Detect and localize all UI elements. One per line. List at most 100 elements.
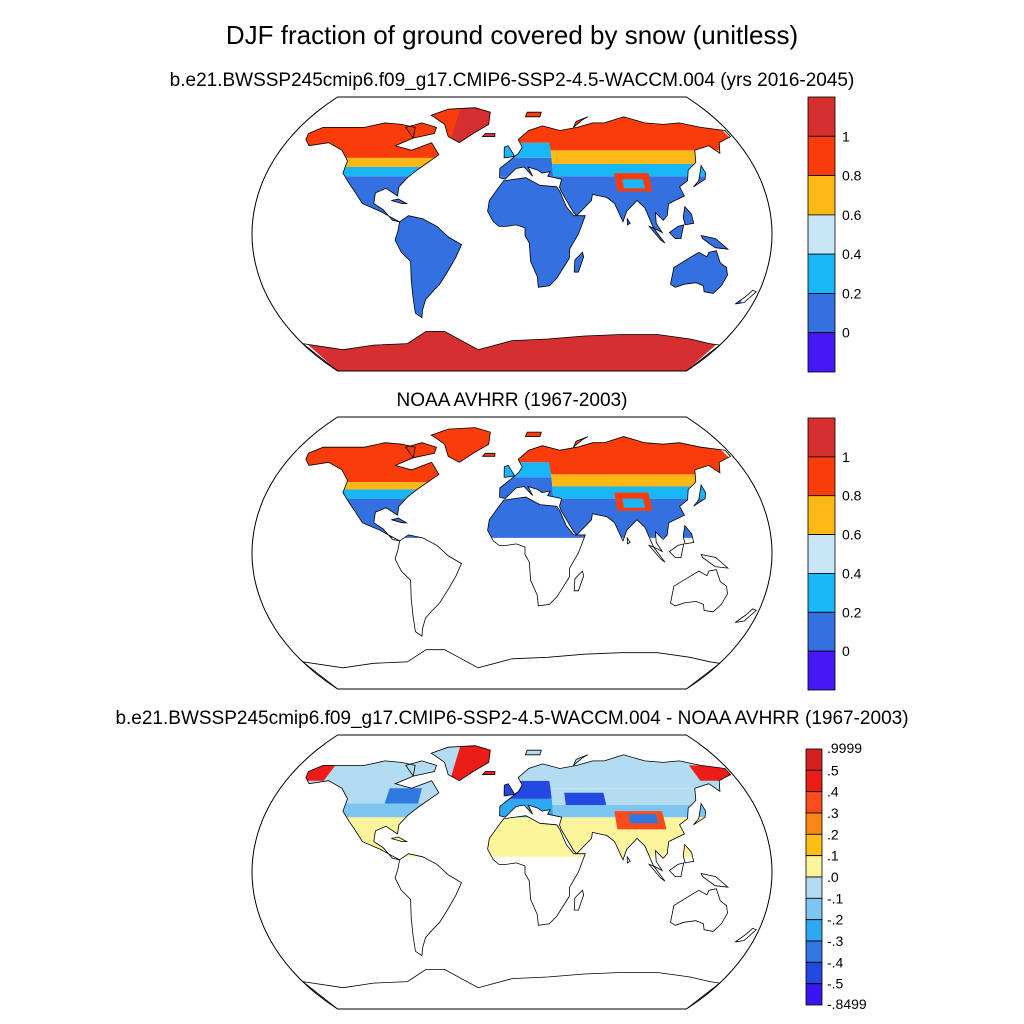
coastline-sumatra [647, 863, 666, 882]
colorbar-label-3-10: -.4 [827, 954, 844, 970]
coastline-greenland [430, 107, 491, 144]
coastline-baffin [405, 442, 438, 459]
coastline-novaya [573, 754, 589, 766]
panel-1-title: b.e21.BWSSP245cmip6.f09_g17.CMIP6-SSP2-4… [169, 70, 855, 91]
coastline-sriLanka [626, 536, 631, 545]
colorbar-label-3-4: .2 [827, 826, 839, 842]
value-band-1-8 [499, 107, 550, 143]
map-panel-3 [251, 734, 773, 1010]
colorbar-label-3-9: -.3 [827, 933, 844, 949]
colorbar-label-3-6: .0 [827, 869, 839, 885]
value-band-2-10 [551, 474, 755, 487]
coastline-newGuinea [700, 553, 730, 569]
map-panel-2 [251, 416, 773, 690]
map-fill-3 [302, 745, 757, 857]
value-band-3-13 [564, 792, 607, 805]
colorbar-box-1-2 [807, 175, 836, 216]
coastline-cuba [391, 517, 409, 524]
value-band-3-8 [498, 780, 552, 799]
colorbar-label-2-4: 0.2 [842, 604, 862, 620]
colorbar-label-2-5: 0 [842, 643, 850, 659]
coastline-sumatra [647, 225, 666, 244]
colorbar-label-3-12: -.8499 [827, 996, 867, 1012]
coastline-africa [487, 177, 586, 288]
coastline-uk [503, 783, 516, 797]
value-band-2-5 [447, 427, 503, 470]
value-band-2-7 [498, 462, 552, 478]
colorbar-box-3-10 [805, 961, 823, 984]
colorbar-label-1-1: 0.8 [842, 168, 862, 184]
colorbar-box-1-3 [807, 214, 836, 255]
coastline-novaya [573, 436, 589, 448]
value-band-2-1 [302, 498, 757, 538]
colorbar-box-2-4 [807, 573, 836, 613]
colorbar-box-3-4 [805, 833, 823, 856]
coastline-madagascar [573, 570, 585, 592]
colorbar-3: .9999 .5 .4 .3 .2 .1 .0 -.1 -.2 -.3 -.4 -.5 -.8499 [805, 740, 867, 1012]
value-band-2-13 [622, 498, 645, 508]
coastline-borneo [668, 543, 685, 558]
colorbar-label-2-3: 0.4 [842, 565, 862, 581]
colorbar-2: 1 0.8 0.6 0.4 0.2 0 [807, 417, 862, 691]
value-band-1-9 [552, 164, 757, 177]
colorbar-label-3-0: .9999 [827, 740, 862, 756]
colorbar-label-3-1: .5 [827, 762, 839, 778]
coastline-eurasia [499, 754, 732, 872]
colorbar-box-2-0 [807, 417, 836, 458]
colorbar-box-2-1 [807, 456, 836, 497]
coastline-newZealand [734, 289, 757, 305]
value-band-3-6 [447, 745, 503, 789]
colorbar-box-3-0 [805, 748, 823, 771]
coastline-svalbard [524, 749, 542, 756]
map-frame-1 [251, 96, 773, 372]
coastline-philippines [682, 205, 695, 226]
coastline-australia [670, 569, 728, 613]
value-band-1-1 [302, 176, 757, 326]
colorbar-box-2-5 [807, 611, 836, 652]
colorbar-label-1-3: 0.4 [842, 246, 862, 262]
coastline-southAmerica [394, 534, 463, 637]
colorbar-1: 1 0.8 0.6 0.4 0.2 0 [807, 96, 862, 373]
value-band-1-11 [541, 107, 744, 151]
coastline-cuba [391, 836, 409, 842]
coastline-philippines [682, 524, 695, 545]
coastline-baffin [405, 122, 438, 139]
map-frame-2 [251, 416, 773, 690]
value-band-3-1 [302, 817, 757, 857]
coastline-madagascar [573, 251, 585, 273]
colorbar-label-1-0: 1 [842, 128, 850, 144]
value-band-1-6 [498, 157, 554, 177]
value-band-1-5 [447, 107, 503, 151]
colorbar-label-3-3: .3 [827, 805, 839, 821]
coastline-eurasia [499, 436, 732, 553]
coastline-antarctica [301, 649, 721, 690]
colorbar-box-1-5 [807, 292, 836, 334]
colorbar-box-1-0 [807, 96, 836, 137]
coastline-eurasia [499, 116, 732, 234]
coastline-sriLanka [626, 217, 631, 226]
coastline-antarctica [301, 969, 721, 1010]
colorbar-label-1-2: 0.6 [842, 207, 862, 223]
coastline-iceland [481, 771, 496, 775]
coastline-japan [693, 164, 707, 188]
colorbar-box-2-2 [807, 495, 836, 536]
coastline-madagascar [573, 889, 585, 911]
coastline-sumatra [647, 544, 666, 563]
coastline-uk [503, 145, 516, 159]
coastline-iceland [481, 133, 496, 138]
value-band-3-3 [302, 745, 464, 804]
coastline-africa [487, 496, 586, 607]
coastline-newZealand [734, 608, 757, 623]
coastline-japan [693, 483, 707, 507]
colorbar-box-1-6 [807, 332, 836, 373]
colorbar-box-3-1 [805, 769, 823, 792]
coastline-uk [503, 464, 516, 478]
coastline-antarctica [301, 330, 721, 372]
coastline-newZealand [734, 927, 757, 943]
coastline-southAmerica [394, 215, 463, 319]
value-band-2-11 [541, 427, 747, 475]
colorbar-label-2-2: 0.6 [842, 527, 862, 543]
value-band-1-3 [302, 157, 447, 167]
coastline-baffin [405, 760, 438, 777]
